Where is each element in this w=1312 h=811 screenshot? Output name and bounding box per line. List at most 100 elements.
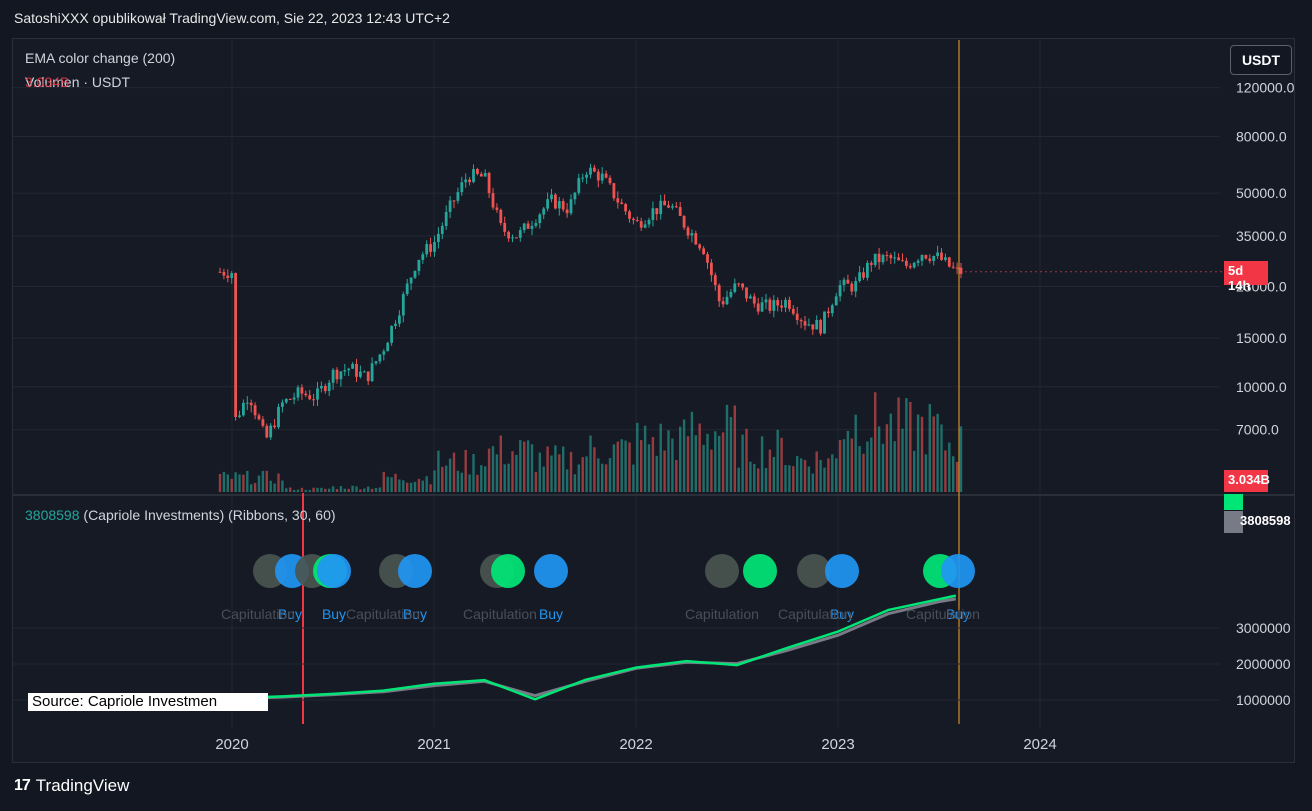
candle-body bbox=[230, 273, 234, 279]
capitulation-label: Capitulation bbox=[346, 606, 420, 622]
volume-bar bbox=[593, 447, 596, 492]
candle-body bbox=[476, 169, 479, 174]
volume-bar bbox=[218, 473, 222, 492]
candle-body bbox=[284, 398, 288, 403]
candle-body bbox=[507, 231, 510, 239]
candle-body bbox=[487, 172, 491, 194]
volume-bar bbox=[718, 435, 721, 492]
tradingview-brand[interactable]: 17 TradingView bbox=[14, 776, 129, 796]
candle-body bbox=[951, 266, 955, 268]
candle-body bbox=[745, 287, 748, 299]
volume-bar bbox=[757, 468, 760, 492]
volume-bar bbox=[425, 476, 428, 492]
candle-body bbox=[885, 255, 889, 257]
candle-body bbox=[920, 255, 924, 261]
volume-bar bbox=[339, 486, 343, 492]
candle-body bbox=[702, 248, 705, 255]
volume-bars bbox=[218, 392, 963, 492]
candle-body bbox=[386, 342, 390, 352]
candle-body bbox=[226, 275, 230, 279]
volume-bar bbox=[285, 488, 288, 492]
volume-bar bbox=[745, 428, 748, 492]
volume-bar bbox=[316, 487, 319, 492]
volume-bar bbox=[714, 431, 717, 492]
volume-bar bbox=[815, 451, 818, 492]
volume-bar bbox=[835, 458, 838, 492]
volume-bar bbox=[281, 480, 284, 492]
volume-bar bbox=[897, 397, 900, 492]
volume-bar bbox=[936, 413, 939, 492]
candle-body bbox=[830, 305, 834, 314]
candle-body bbox=[245, 402, 249, 404]
volume-bar bbox=[550, 455, 553, 492]
candle-body bbox=[343, 370, 347, 372]
price-tick-label: 80000.0 bbox=[1236, 128, 1287, 144]
volume-bar bbox=[456, 470, 460, 492]
volume-bar bbox=[753, 463, 756, 492]
volume-bar bbox=[667, 430, 670, 492]
legend-volume[interactable]: Volumen · USDT 3.034B bbox=[25, 74, 130, 90]
candle-body bbox=[565, 209, 569, 214]
volume-bar bbox=[292, 490, 296, 492]
capitulation-label: Capitulation bbox=[221, 606, 295, 622]
volume-bar bbox=[304, 489, 307, 492]
price-tick-label: 35000.0 bbox=[1236, 228, 1287, 244]
candle-body bbox=[807, 324, 811, 326]
candle-body bbox=[947, 257, 951, 267]
candle-body bbox=[331, 369, 335, 383]
candle-body bbox=[682, 215, 686, 228]
candle-body bbox=[292, 397, 296, 400]
candle-body bbox=[889, 255, 893, 259]
candle-body bbox=[300, 387, 304, 394]
chart-frame bbox=[12, 38, 1295, 763]
volume-bar bbox=[659, 423, 662, 492]
volume-bar bbox=[706, 433, 709, 492]
volume-bar bbox=[710, 449, 713, 492]
volume-bar bbox=[866, 441, 869, 492]
volume-bar bbox=[620, 439, 623, 492]
legend-indicator[interactable]: EMA color change (200) bbox=[25, 50, 176, 66]
candle-body bbox=[733, 283, 737, 292]
candle-body bbox=[339, 371, 343, 380]
time-tick-label: 2022 bbox=[619, 736, 652, 753]
candle-body bbox=[667, 205, 670, 208]
buy-label: Buy bbox=[278, 606, 302, 622]
candle-body bbox=[901, 260, 904, 262]
volume-bar bbox=[402, 480, 405, 492]
volume-bar bbox=[452, 452, 456, 492]
volume-bar bbox=[429, 484, 432, 492]
candle-body bbox=[452, 200, 456, 202]
candle-body bbox=[499, 209, 503, 223]
candle-body bbox=[546, 199, 549, 209]
candle-body bbox=[561, 201, 565, 210]
volume-bar bbox=[893, 441, 896, 492]
volume-bar bbox=[955, 461, 959, 492]
volume-bar bbox=[300, 487, 304, 492]
volume-bar bbox=[390, 477, 393, 492]
volume-bar bbox=[573, 474, 577, 492]
candle-body bbox=[671, 206, 674, 208]
volume-bar bbox=[640, 440, 643, 492]
candle-body bbox=[468, 179, 471, 183]
volume-bar bbox=[562, 446, 565, 492]
candle-body bbox=[374, 361, 378, 364]
volume-bar bbox=[355, 486, 358, 492]
legend-volume-overlay: 3.034B bbox=[25, 74, 70, 90]
volume-bar bbox=[928, 403, 931, 492]
legend-bottom-indicator[interactable]: 3808598 (Capriole Investments) (Ribbons,… bbox=[25, 507, 336, 523]
candle-body bbox=[359, 371, 362, 377]
currency-button[interactable]: USDT bbox=[1230, 45, 1292, 75]
volume-bar bbox=[729, 417, 733, 492]
candle-body bbox=[737, 283, 741, 285]
candle-body bbox=[351, 363, 354, 369]
candle-body bbox=[756, 303, 760, 312]
candle-body bbox=[815, 319, 819, 330]
candle-body bbox=[632, 218, 635, 221]
volume-bar bbox=[546, 446, 549, 492]
candle-body bbox=[620, 202, 624, 205]
candle-body bbox=[503, 222, 507, 232]
candle-body bbox=[437, 233, 440, 242]
candle-body bbox=[604, 173, 608, 178]
candle-body bbox=[866, 262, 869, 278]
